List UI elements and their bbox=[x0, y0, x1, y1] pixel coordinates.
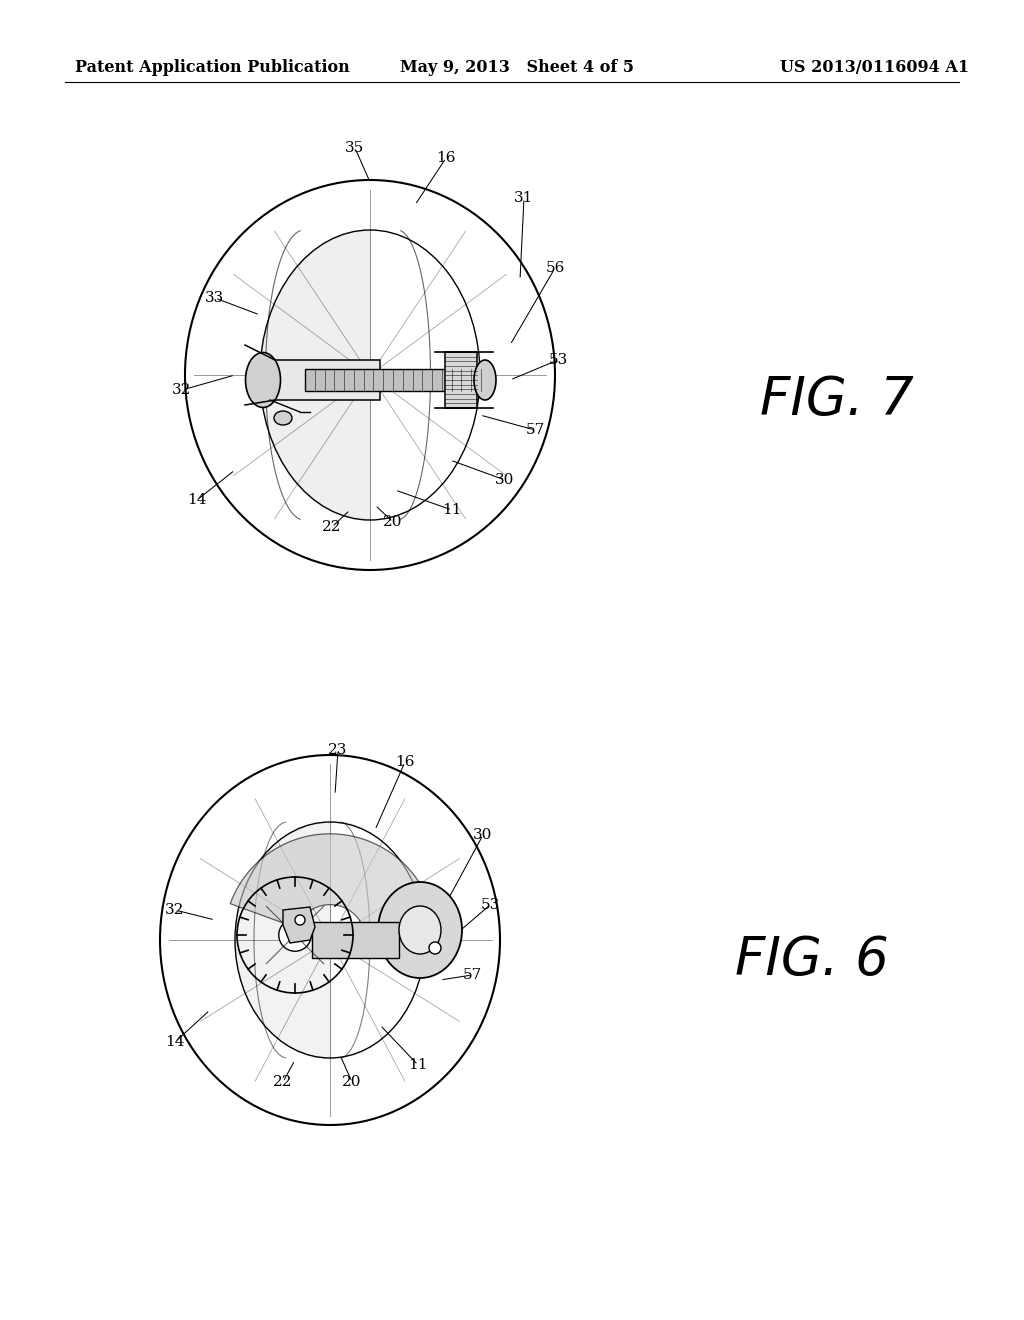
Circle shape bbox=[295, 915, 305, 925]
Text: 53: 53 bbox=[549, 352, 567, 367]
Text: 32: 32 bbox=[165, 903, 184, 917]
Circle shape bbox=[279, 919, 311, 952]
Ellipse shape bbox=[399, 906, 441, 954]
Text: 20: 20 bbox=[342, 1074, 361, 1089]
Text: 23: 23 bbox=[329, 743, 348, 756]
Text: 30: 30 bbox=[473, 828, 493, 842]
Ellipse shape bbox=[378, 882, 462, 978]
Text: 11: 11 bbox=[442, 503, 462, 517]
Text: 14: 14 bbox=[187, 492, 207, 507]
Text: 16: 16 bbox=[395, 755, 415, 770]
Text: 16: 16 bbox=[436, 150, 456, 165]
Text: 22: 22 bbox=[273, 1074, 293, 1089]
Text: 57: 57 bbox=[463, 968, 481, 982]
Circle shape bbox=[429, 942, 441, 954]
Text: 30: 30 bbox=[496, 473, 515, 487]
Text: 20: 20 bbox=[383, 515, 402, 529]
Ellipse shape bbox=[274, 411, 292, 425]
Text: 56: 56 bbox=[546, 261, 564, 275]
Polygon shape bbox=[283, 907, 315, 942]
Text: 14: 14 bbox=[165, 1035, 184, 1049]
Bar bbox=[312, 921, 399, 958]
FancyBboxPatch shape bbox=[275, 360, 380, 400]
Text: 31: 31 bbox=[514, 191, 534, 205]
Bar bbox=[445, 352, 477, 408]
Text: FIG. 7: FIG. 7 bbox=[760, 374, 913, 426]
Text: 35: 35 bbox=[345, 141, 365, 154]
Text: May 9, 2013   Sheet 4 of 5: May 9, 2013 Sheet 4 of 5 bbox=[400, 59, 634, 77]
Text: 32: 32 bbox=[172, 383, 191, 397]
Text: 33: 33 bbox=[206, 290, 224, 305]
Bar bbox=[305, 370, 481, 391]
Ellipse shape bbox=[246, 352, 281, 408]
Text: 57: 57 bbox=[525, 422, 545, 437]
Text: 11: 11 bbox=[409, 1059, 428, 1072]
Text: Patent Application Publication: Patent Application Publication bbox=[75, 59, 350, 77]
Ellipse shape bbox=[474, 360, 496, 400]
Text: US 2013/0116094 A1: US 2013/0116094 A1 bbox=[780, 59, 969, 77]
Text: 53: 53 bbox=[480, 898, 500, 912]
Text: FIG. 6: FIG. 6 bbox=[735, 935, 889, 986]
Text: 22: 22 bbox=[323, 520, 342, 535]
Polygon shape bbox=[230, 834, 430, 928]
